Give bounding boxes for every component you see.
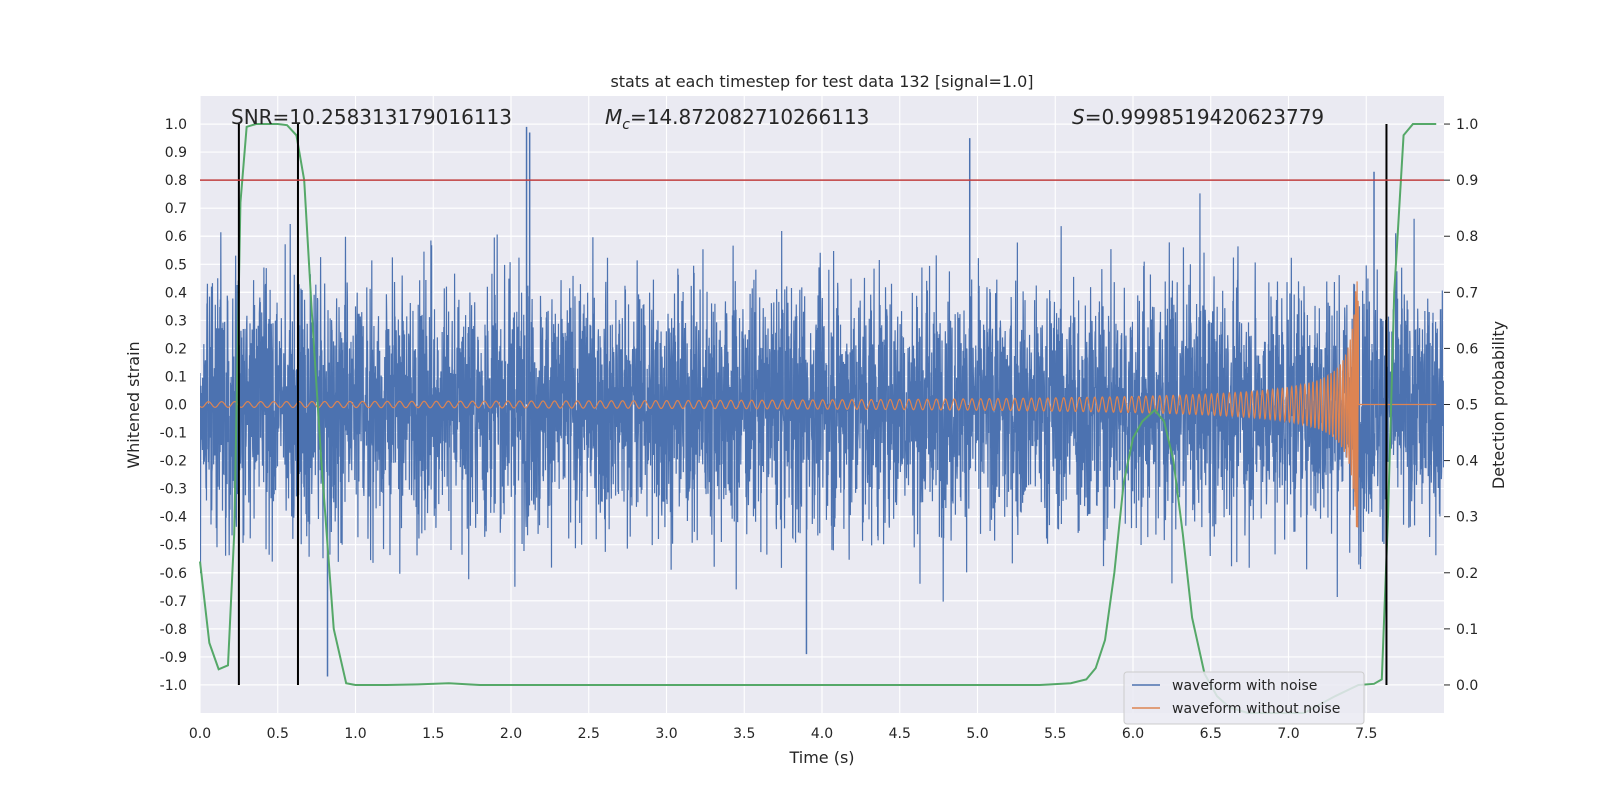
y-tick-label: 0.9 <box>165 145 187 161</box>
x-tick-label: 0.0 <box>189 726 211 742</box>
s-value: =0.9998519420623779 <box>1085 105 1324 129</box>
legend-label-clean: waveform without noise <box>1172 701 1340 717</box>
chirp-mass-symbol: M <box>605 105 622 129</box>
y-tick-label: 0.4 <box>165 285 187 301</box>
y-tick-label: 1.0 <box>165 117 187 133</box>
x-tick-label: 6.5 <box>1200 726 1222 742</box>
y2-tick-label: 0.0 <box>1456 678 1478 694</box>
y-tick-label: 0.1 <box>165 369 187 385</box>
x-tick-label: 3.5 <box>733 726 755 742</box>
y-tick-label: -0.4 <box>160 510 187 526</box>
y-tick-label: -0.7 <box>160 594 187 610</box>
x-tick-label: 2.5 <box>578 726 600 742</box>
x-tick-label: 5.5 <box>1044 726 1066 742</box>
y-tick-label: 0.8 <box>165 173 187 189</box>
chirp-mass-value: =14.872082710266113 <box>630 105 869 129</box>
noise-trace <box>200 193 1444 602</box>
x-tick-label: 0.5 <box>267 726 289 742</box>
y2-tick-label: 0.7 <box>1456 285 1478 301</box>
x-tick-label: 7.5 <box>1355 726 1377 742</box>
chirp-trace <box>200 281 1437 528</box>
legend-label-noise: waveform with noise <box>1172 678 1317 694</box>
y-tick-label: 0.6 <box>165 229 187 245</box>
y2-tick-label: 0.2 <box>1456 566 1478 582</box>
legend: waveform with noise waveform without noi… <box>1123 671 1365 725</box>
y-tick-label: -0.5 <box>160 538 187 554</box>
y2-tick-label: 0.8 <box>1456 229 1478 245</box>
x-tick-label: 1.0 <box>344 726 366 742</box>
x-axis-ticks: 0.0 0.5 1.0 1.5 2.0 2.5 3.0 3.5 4.0 4.5 5.0 5.5 6.0 6… <box>189 726 1378 742</box>
y-tick-label: -0.3 <box>160 482 187 498</box>
s-symbol: S <box>1072 105 1085 129</box>
snr-annotation: SNR=10.258313179016113 <box>231 105 512 129</box>
chirp-series <box>200 281 1437 528</box>
x-tick-label: 2.0 <box>500 726 522 742</box>
x-tick-label: 4.5 <box>889 726 911 742</box>
x-tick-label: 6.0 <box>1122 726 1144 742</box>
chirp-mass-subscript: c <box>622 117 630 133</box>
s-annotation: S=0.9998519420623779 <box>1072 105 1324 129</box>
y-tick-label: -0.8 <box>160 622 187 638</box>
y-tick-label: -0.6 <box>160 566 187 582</box>
noise-series <box>200 126 1444 677</box>
x-tick-label: 1.5 <box>422 726 444 742</box>
y-tick-label: -0.2 <box>160 454 187 470</box>
x-tick-label: 5.0 <box>966 726 988 742</box>
y-tick-label: 0.5 <box>165 257 187 273</box>
y-axis-label: Whitened strain <box>124 341 143 468</box>
y-tick-label: 0.2 <box>165 341 187 357</box>
y2-tick-label: 1.0 <box>1456 117 1478 133</box>
y-tick-label: -0.9 <box>160 650 187 666</box>
y-tick-label: 0.7 <box>165 201 187 217</box>
y2-tick-label: 0.6 <box>1456 341 1478 357</box>
y-tick-label: -0.1 <box>160 426 187 442</box>
legend-box <box>1123 671 1365 725</box>
y-axis-ticks: -1.0 -0.9 -0.8 -0.7 -0.6 -0.5 -0.4 -0.3 -0.2 -0.1… <box>160 117 187 694</box>
x-tick-label: 3.0 <box>655 726 677 742</box>
vertical-markers <box>237 124 1388 685</box>
y2-tick-label: 0.4 <box>1456 454 1478 470</box>
x-axis-label: Time (s) <box>788 748 854 767</box>
y-tick-label: 0.3 <box>165 313 187 329</box>
chart-title: stats at each timestep for test data 132… <box>610 72 1033 91</box>
y2-tick-label: 0.1 <box>1456 622 1478 638</box>
y-tick-label: -1.0 <box>160 678 187 694</box>
y-tick-label: 0.0 <box>165 398 187 414</box>
y2-tick-label: 0.3 <box>1456 510 1478 526</box>
y2-tick-label: 0.5 <box>1456 398 1478 414</box>
y2-axis-ticks: 0.0 0.1 0.2 0.3 0.4 0.5 0.6 0.7 0.8 0.9 1.0 <box>1444 117 1478 694</box>
chirp-mass-annotation: Mc=14.872082710266113 <box>605 105 869 133</box>
y2-tick-label: 0.9 <box>1456 173 1478 189</box>
y2-axis-label: Detection probability <box>1489 321 1508 489</box>
x-tick-label: 7.0 <box>1277 726 1299 742</box>
x-tick-label: 4.0 <box>811 726 833 742</box>
